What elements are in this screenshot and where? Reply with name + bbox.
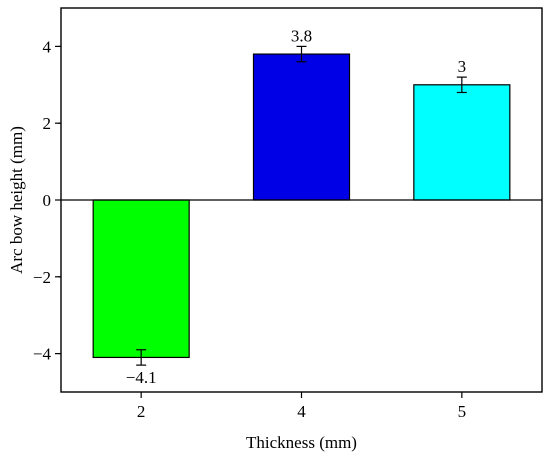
error-bar-2	[136, 349, 147, 366]
x-axis-title: Thickness (mm)	[246, 433, 357, 452]
error-bars-layer	[136, 45, 467, 366]
x-tick-label: 5	[458, 402, 467, 421]
x-tick-label: 2	[137, 402, 146, 421]
error-bar-5	[456, 76, 467, 94]
y-axis-title: Arc bow height (mm)	[7, 126, 26, 274]
bar-4	[252, 53, 351, 201]
error-bar-4	[296, 45, 307, 63]
data-label-2: −4.1	[126, 368, 157, 387]
y-tick-label: −4	[33, 345, 52, 364]
bar-5	[413, 84, 511, 201]
y-tick-label: 2	[43, 114, 52, 133]
y-tick-label: 4	[43, 37, 52, 56]
bars-layer	[92, 53, 511, 359]
x-axis-ticks: 2 4 5	[137, 392, 466, 421]
y-tick-label: −2	[33, 268, 51, 287]
y-axis-ticks: 4 2 0 −2 −4	[33, 37, 61, 364]
x-tick-label: 4	[297, 402, 306, 421]
data-label-5: 3	[458, 57, 467, 76]
data-labels-layer: −4.1 3.8 3	[126, 26, 466, 387]
y-tick-label: 0	[43, 191, 52, 210]
bar-2	[92, 199, 190, 359]
data-label-4: 3.8	[291, 26, 312, 45]
